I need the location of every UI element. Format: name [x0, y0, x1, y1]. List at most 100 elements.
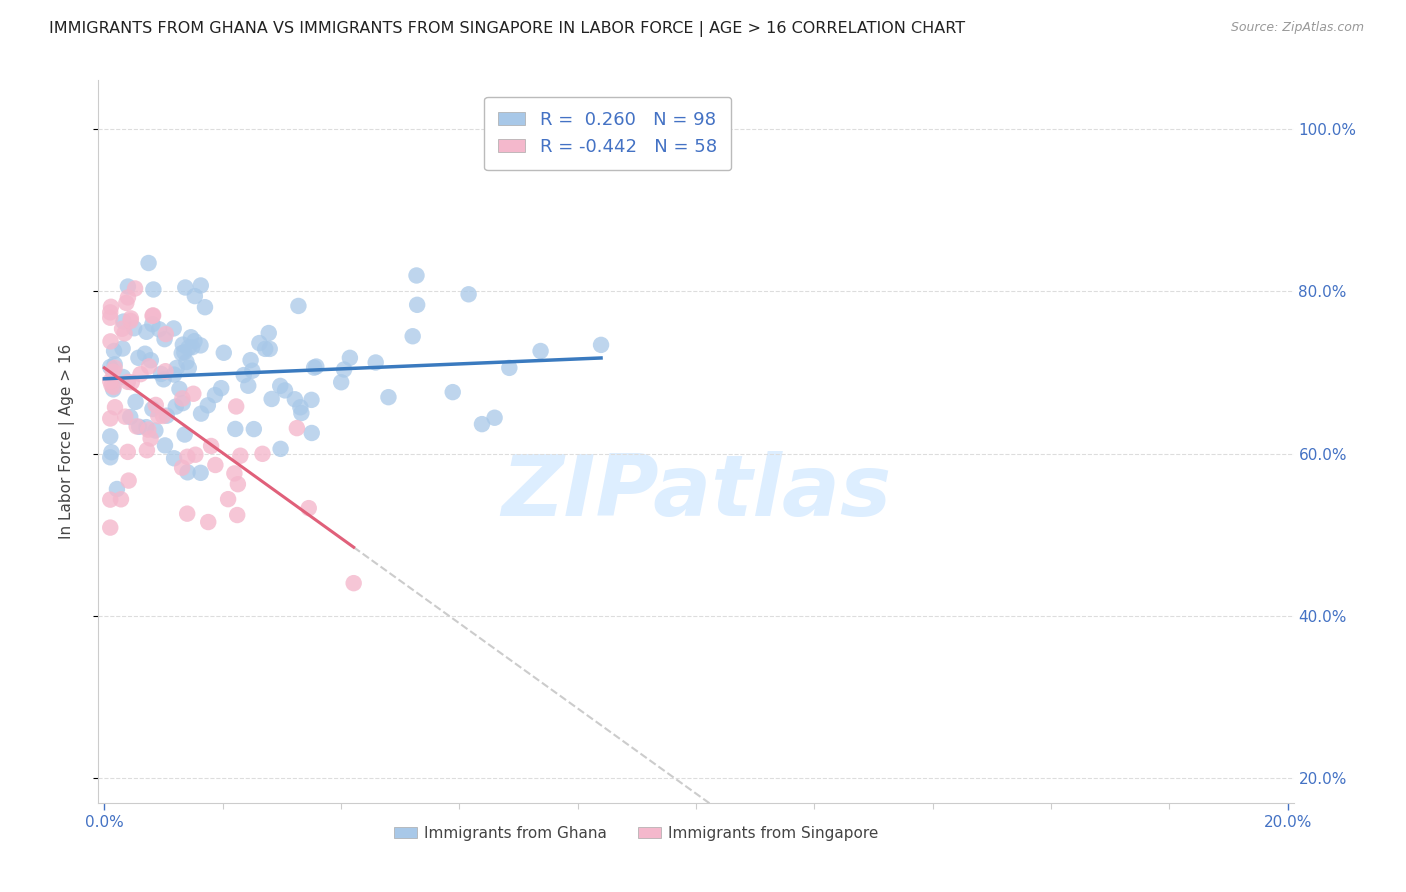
- Point: [197, 398, 219, 412]
- Point: [111, 322, 134, 336]
- Point: [148, 322, 170, 336]
- Point: [176, 466, 198, 480]
- Point: [284, 392, 307, 407]
- Point: [226, 477, 249, 491]
- Point: [226, 508, 249, 522]
- Point: [204, 388, 226, 402]
- Point: [98, 450, 121, 465]
- Point: [110, 492, 132, 507]
- Point: [239, 353, 262, 368]
- Point: [305, 359, 328, 374]
- Point: [125, 419, 148, 434]
- Point: [127, 351, 149, 365]
- Point: [247, 336, 270, 351]
- Point: [405, 268, 427, 283]
- Point: [117, 445, 139, 459]
- Point: [124, 281, 146, 295]
- Point: [254, 342, 277, 356]
- Point: [212, 345, 235, 359]
- Point: [172, 460, 194, 475]
- Point: [114, 326, 136, 341]
- Point: [124, 394, 146, 409]
- Legend: Immigrants from Ghana, Immigrants from Singapore: Immigrants from Ghana, Immigrants from S…: [388, 820, 884, 847]
- Point: [153, 332, 176, 346]
- Point: [180, 330, 202, 344]
- Point: [117, 290, 139, 304]
- Point: [103, 383, 125, 397]
- Point: [339, 351, 361, 365]
- Point: [100, 445, 122, 459]
- Point: [257, 326, 280, 340]
- Point: [139, 353, 162, 368]
- Point: [225, 400, 247, 414]
- Point: [176, 355, 198, 369]
- Point: [128, 419, 150, 434]
- Point: [484, 410, 506, 425]
- Point: [194, 300, 217, 314]
- Point: [174, 280, 197, 294]
- Point: [136, 423, 159, 437]
- Point: [498, 360, 520, 375]
- Point: [117, 375, 139, 389]
- Point: [197, 515, 219, 529]
- Point: [285, 421, 308, 435]
- Point: [252, 447, 274, 461]
- Point: [101, 365, 124, 379]
- Point: [120, 314, 142, 328]
- Point: [302, 360, 325, 375]
- Point: [104, 360, 127, 375]
- Point: [169, 382, 191, 396]
- Point: [377, 390, 399, 404]
- Point: [152, 372, 174, 386]
- Point: [165, 400, 187, 414]
- Point: [260, 392, 283, 406]
- Point: [190, 338, 212, 352]
- Point: [139, 432, 162, 446]
- Point: [153, 438, 176, 452]
- Point: [184, 289, 207, 303]
- Point: [290, 406, 312, 420]
- Point: [238, 378, 260, 392]
- Point: [155, 327, 177, 342]
- Text: ZIPatlas: ZIPatlas: [501, 450, 891, 533]
- Point: [120, 409, 142, 424]
- Point: [176, 507, 198, 521]
- Point: [120, 311, 142, 326]
- Point: [145, 424, 167, 438]
- Point: [204, 458, 226, 472]
- Point: [229, 449, 252, 463]
- Point: [135, 420, 157, 434]
- Point: [156, 409, 179, 423]
- Point: [172, 337, 194, 351]
- Point: [190, 407, 212, 421]
- Point: [141, 402, 163, 417]
- Point: [98, 520, 121, 534]
- Point: [138, 256, 160, 270]
- Point: [134, 347, 156, 361]
- Point: [217, 492, 239, 507]
- Point: [287, 299, 309, 313]
- Point: [177, 341, 200, 355]
- Point: [184, 448, 207, 462]
- Point: [343, 576, 366, 591]
- Point: [176, 450, 198, 464]
- Point: [170, 346, 193, 360]
- Point: [121, 376, 143, 390]
- Point: [163, 321, 186, 335]
- Point: [163, 451, 186, 466]
- Point: [209, 381, 232, 395]
- Point: [589, 338, 612, 352]
- Point: [117, 279, 139, 293]
- Point: [181, 340, 204, 354]
- Point: [111, 370, 134, 384]
- Point: [148, 409, 170, 423]
- Point: [114, 409, 136, 424]
- Point: [402, 329, 425, 343]
- Point: [100, 300, 122, 314]
- Point: [298, 501, 321, 516]
- Point: [103, 380, 125, 394]
- Point: [98, 411, 121, 425]
- Point: [138, 359, 160, 374]
- Point: [104, 357, 127, 371]
- Point: [232, 368, 254, 382]
